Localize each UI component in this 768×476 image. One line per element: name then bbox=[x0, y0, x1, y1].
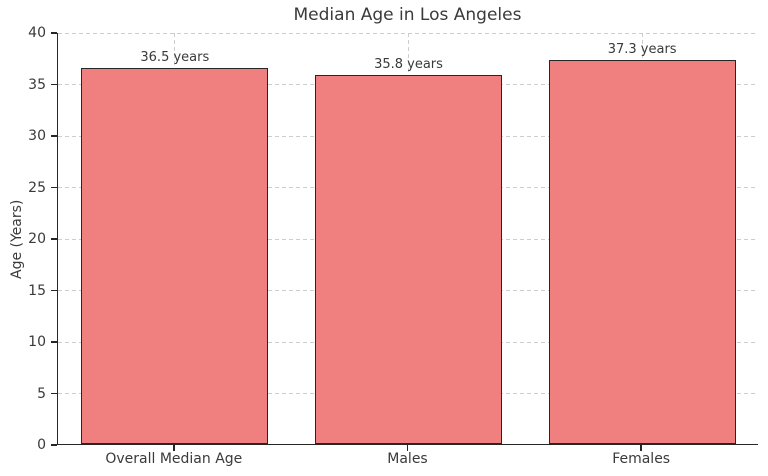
y-tick-mark bbox=[51, 135, 57, 137]
y-tick-label: 20 bbox=[28, 231, 46, 247]
y-tick-label: 30 bbox=[28, 128, 46, 144]
y-tick-mark bbox=[51, 83, 57, 86]
x-tick-label: Males bbox=[387, 451, 428, 467]
y-tick-label: 5 bbox=[37, 385, 46, 402]
x-tick-mark bbox=[173, 445, 175, 451]
y-tick-mark bbox=[51, 444, 57, 446]
chart-title: Median Age in Los Angeles bbox=[293, 5, 522, 25]
y-tick-mark bbox=[51, 186, 57, 189]
plot-area: 36.5 years 35.8 years 37.3 years bbox=[57, 32, 758, 445]
y-tick-mark bbox=[51, 289, 57, 292]
bar bbox=[315, 75, 502, 444]
y-tick-label: 0 bbox=[37, 437, 46, 453]
y-tick-label: 35 bbox=[28, 76, 46, 93]
x-tick-mark bbox=[640, 445, 642, 451]
x-tick-label: Overall Median Age bbox=[105, 451, 243, 467]
y-tick-mark bbox=[51, 238, 57, 240]
bar bbox=[81, 68, 269, 444]
y-tick-label: 40 bbox=[28, 25, 46, 41]
bar-value-label: 37.3 years bbox=[607, 41, 677, 57]
bar bbox=[548, 59, 736, 444]
y-tick-mark bbox=[51, 392, 57, 395]
bar-value-label: 35.8 years bbox=[374, 57, 443, 73]
x-tick-mark bbox=[406, 445, 409, 451]
y-tick-label: 25 bbox=[28, 179, 46, 196]
y-tick-label: 10 bbox=[28, 334, 46, 350]
bar-value-label: 36.5 years bbox=[140, 50, 210, 66]
y-tick-mark bbox=[51, 341, 57, 343]
y-tick-label: 15 bbox=[28, 282, 46, 299]
y-tick-mark bbox=[51, 32, 57, 34]
x-tick-label: Females bbox=[612, 451, 671, 467]
